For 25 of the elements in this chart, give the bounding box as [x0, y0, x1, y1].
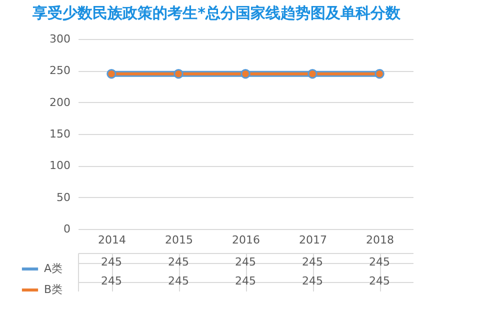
data-label: 245 [369, 256, 390, 268]
data-label: 245 [302, 256, 323, 268]
legend-label: A类 [44, 262, 63, 275]
y-tick-label: 300 [50, 32, 70, 46]
y-tick-label: 200 [50, 96, 70, 109]
x-tick-label: 2018 [366, 234, 394, 246]
data-label: 245 [235, 256, 256, 268]
data-label: 245 [101, 274, 122, 288]
legend-label: B类 [44, 283, 63, 296]
y-tick-label: 150 [50, 128, 70, 140]
data-label: 245 [369, 274, 390, 288]
data-label: 245 [168, 256, 189, 268]
data-label: 245 [235, 274, 256, 288]
data-label: 245 [101, 256, 122, 268]
y-tick-label: 50 [56, 190, 70, 204]
x-tick-label: 2017 [299, 234, 327, 246]
chart-title: 享受少数民族政策的考生*总分国家线趋势图及单科分数 [32, 4, 402, 22]
y-tick-label: 0 [64, 222, 70, 236]
y-tick-label: 100 [50, 159, 70, 172]
data-label: 245 [302, 274, 323, 288]
data-label: 245 [168, 274, 189, 288]
x-tick-label: 2015 [165, 234, 193, 246]
x-tick-label: 2016 [232, 234, 260, 246]
x-tick-label: 2014 [98, 234, 126, 246]
y-tick-label: 250 [50, 64, 70, 78]
